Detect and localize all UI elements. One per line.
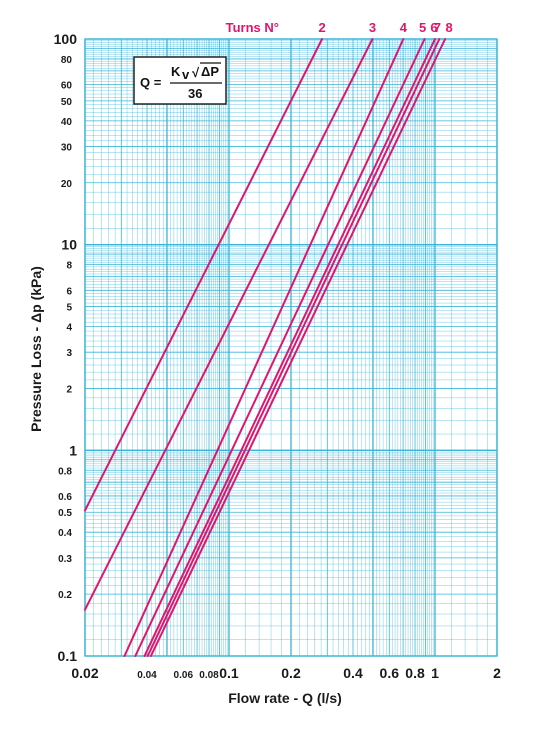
x-axis-title: Flow rate - Q (l/s) — [228, 690, 342, 706]
turn-label-2: 2 — [318, 20, 325, 35]
y-tick-label: 0.5 — [58, 508, 72, 519]
formula-box: Q = K v √ ΔP 36 — [133, 56, 227, 105]
x-tick-label: 1 — [431, 665, 439, 681]
formula-k: K — [171, 64, 181, 79]
series-line-3 — [84, 38, 374, 611]
grid — [84, 38, 498, 657]
turns-labels: Turns N° 2 3 4 5 67 8 — [226, 20, 453, 35]
turn-label-8: 8 — [446, 20, 453, 35]
turn-label-6: 6 — [430, 20, 437, 35]
y-tick-label: 2 — [66, 384, 72, 395]
y-tick-label: 10 — [61, 237, 77, 253]
turn-label-7: 7 — [434, 20, 441, 35]
x-tick-label: 0.06 — [174, 670, 194, 681]
y-tick-label: 3 — [66, 348, 72, 359]
y-tick-label: 50 — [61, 97, 73, 108]
y-tick-label: 20 — [61, 179, 73, 190]
x-tick-label: 2 — [493, 665, 501, 681]
series-line-7 — [146, 38, 441, 657]
series-line-8 — [149, 38, 447, 657]
y-tick-label: 4 — [66, 323, 72, 334]
turn-label-5: 5 — [419, 20, 426, 35]
y-tick-label: 0.6 — [58, 492, 72, 503]
series-lines — [84, 38, 447, 657]
y-axis-title: Pressure Loss - Δp (kPa) — [28, 266, 44, 432]
x-tick-label: 0.02 — [71, 665, 98, 681]
y-tick-label: 1 — [69, 442, 77, 458]
y-tick-label: 8 — [66, 261, 72, 272]
formula-k-subscript: v — [182, 67, 190, 82]
y-tick-label: 6 — [66, 286, 72, 297]
x-tick-label: 0.2 — [281, 665, 301, 681]
series-line-4 — [123, 38, 405, 657]
x-tick-label: 0.6 — [380, 665, 400, 681]
x-tick-label: 0.04 — [137, 670, 157, 681]
plot-border — [84, 38, 498, 657]
y-tick-label: 100 — [54, 31, 78, 47]
y-tick-label: 0.1 — [58, 648, 78, 664]
y-tick-label: 0.4 — [58, 528, 72, 539]
y-tick-label: 0.3 — [58, 554, 72, 565]
y-tick-label: 80 — [61, 55, 73, 66]
turns-title: Turns N° — [226, 20, 279, 35]
turn-label-4: 4 — [400, 20, 408, 35]
x-tick-label: 0.4 — [343, 665, 363, 681]
x-tick-label: 0.8 — [405, 665, 425, 681]
y-tick-label: 0.2 — [58, 590, 72, 601]
series-line-2 — [84, 38, 324, 512]
x-tick-label: 0.1 — [219, 665, 239, 681]
y-tick-label: 60 — [61, 81, 73, 92]
y-tick-label: 40 — [61, 117, 73, 128]
formula-denominator: 36 — [188, 86, 202, 101]
y-tick-label: 5 — [66, 303, 72, 314]
y-tick-label: 30 — [61, 143, 73, 154]
x-tick-label: 0.08 — [199, 670, 219, 681]
formula-dp: ΔP — [201, 64, 219, 79]
tick-labels: 0.02 0.1 0.2 0.4 0.6 0.8 1 20.04 0.06 0.081001010… — [54, 31, 501, 681]
y-tick-label: 0.8 — [58, 466, 72, 477]
formula-lhs: Q = — [140, 75, 162, 90]
formula-root: √ — [192, 65, 200, 80]
turn-label-3: 3 — [369, 20, 376, 35]
series-line-6 — [143, 38, 436, 657]
series-line-5 — [134, 38, 426, 657]
